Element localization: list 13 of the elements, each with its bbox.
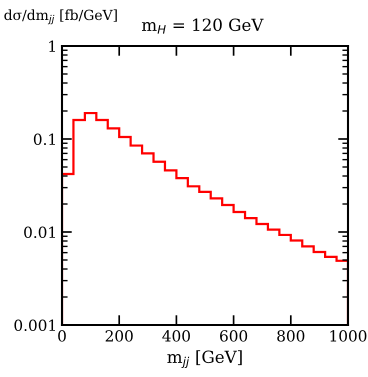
y-tick-label: 0.001 [14,319,55,332]
x-axis-title: m$_{jj}$ [GeV] [167,350,242,368]
x-tick-label: 400 [162,330,190,342]
x-tick-label: 0 [58,330,66,342]
y-tick-label: 0.1 [34,133,55,146]
y-axis-title: dσ/dm$_{jj}$ [fb/GeV] [4,9,117,24]
y-tick-label: 1 [49,40,55,52]
x-tick-label: 1000 [330,330,366,342]
y-tick-label: 0.01 [24,226,55,238]
chart-title: m$_{H}$ = 120 GeV [142,18,264,34]
x-tick-label: 600 [220,330,248,342]
x-tick-label: 200 [106,330,133,342]
x-tick-label: 800 [277,330,304,342]
